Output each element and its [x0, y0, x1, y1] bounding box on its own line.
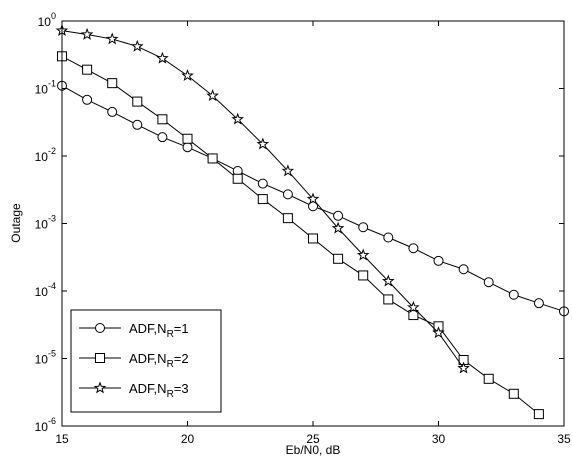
x-tick-label: 25 — [306, 432, 320, 446]
data-point — [181, 69, 194, 82]
x-tick-label: 15 — [55, 432, 69, 446]
legend-marker — [95, 323, 105, 333]
data-point — [358, 270, 369, 281]
x-tick-label: 35 — [557, 432, 571, 446]
y-tick-label: 100 — [38, 11, 56, 29]
data-point — [408, 310, 419, 321]
data-point — [132, 96, 143, 107]
data-point — [508, 289, 519, 300]
data-point — [82, 64, 93, 75]
data-point — [407, 300, 420, 313]
legend-label: ADF,NR=1 — [129, 321, 189, 340]
y-tick-label: 10-5 — [35, 349, 56, 367]
legend-entry: ADF,NR=2 — [79, 351, 189, 370]
data-point — [107, 106, 118, 117]
data-point — [457, 361, 470, 374]
data-point — [157, 132, 168, 143]
y-tick-label: 10-1 — [35, 79, 56, 97]
data-point — [356, 248, 370, 261]
data-point — [533, 409, 544, 420]
data-point — [281, 164, 295, 177]
data-point — [282, 213, 293, 224]
data-point — [306, 192, 320, 205]
y-axis-label: Outage — [9, 203, 23, 243]
data-point — [483, 277, 494, 288]
data-point — [207, 153, 218, 164]
legend: ADF,NR=1 ADF,NR=2 ADF,NR=3 — [70, 309, 222, 413]
data-point — [358, 222, 369, 233]
series-layer — [55, 24, 569, 420]
data-point — [383, 232, 394, 243]
legend-marker — [95, 353, 105, 363]
data-point — [206, 89, 219, 102]
y-tick-label: 10-3 — [35, 214, 56, 232]
data-point — [131, 39, 144, 52]
data-point — [433, 255, 444, 266]
data-point — [157, 114, 168, 125]
x-tick-label: 20 — [181, 432, 195, 446]
data-point — [382, 274, 395, 287]
tick-layer: 15 20 25 30 35 10-6 10-5 10-4 10-3 10-2 10-1 100 — [35, 11, 571, 446]
data-point — [533, 298, 544, 309]
y-tick-label: 10-6 — [35, 416, 56, 434]
data-point — [333, 253, 344, 264]
data-point — [333, 210, 344, 221]
legend-entry: ADF,NR=3 — [79, 381, 189, 400]
data-point — [408, 243, 419, 254]
y-tick-label: 10-4 — [35, 281, 56, 299]
legend-label: ADF,NR=2 — [129, 351, 189, 370]
x-tick-label: 30 — [432, 432, 446, 446]
data-point — [331, 221, 345, 234]
data-point — [82, 94, 93, 105]
data-point — [182, 133, 193, 144]
data-point — [483, 373, 494, 384]
data-point — [107, 78, 118, 89]
data-point — [156, 51, 169, 64]
data-point — [383, 294, 394, 305]
data-point — [257, 178, 268, 189]
data-point — [80, 27, 94, 40]
data-point — [132, 119, 143, 130]
data-point — [432, 326, 445, 339]
data-point — [508, 388, 519, 399]
data-point — [256, 137, 270, 150]
legend-label: ADF,NR=3 — [129, 381, 189, 400]
y-tick-label: 10-2 — [35, 146, 56, 164]
data-point — [257, 194, 268, 205]
data-point — [308, 233, 318, 244]
data-point — [282, 189, 293, 200]
data-point — [182, 142, 193, 153]
data-point — [232, 173, 243, 184]
legend-entry: ADF,NR=1 — [79, 321, 189, 340]
legend-marker — [93, 381, 107, 394]
data-point — [105, 32, 119, 45]
data-point — [458, 264, 469, 275]
x-axis-label: Eb/N0, dB — [286, 443, 341, 457]
data-point — [231, 112, 244, 125]
